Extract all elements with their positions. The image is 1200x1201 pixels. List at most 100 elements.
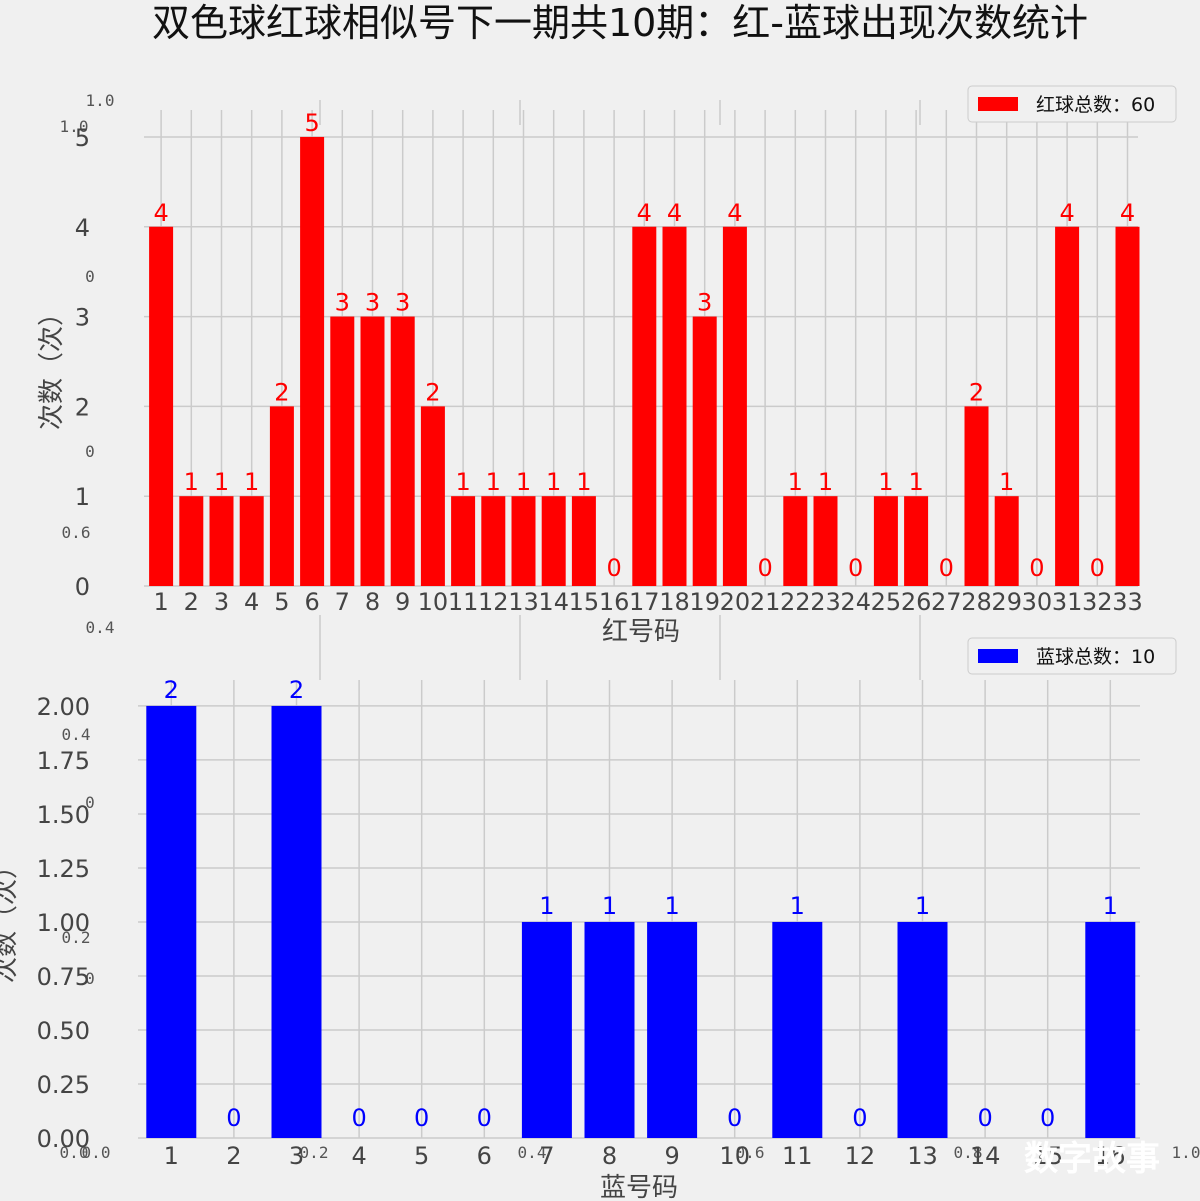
bar-value-label: 0 — [351, 1104, 366, 1132]
y-tick-label: 1 — [75, 483, 90, 511]
bg-top-tick: 1.0 — [86, 91, 115, 110]
bar — [269, 406, 294, 586]
bg-left-tick: 0.2 — [62, 928, 91, 947]
y-tick-label: 1.25 — [37, 855, 90, 883]
chart-title: 双色球红球相似号下一期共10期：红-蓝球出现次数统计 — [152, 1, 1088, 45]
bar-value-label: 2 — [164, 676, 179, 704]
bar — [964, 406, 989, 586]
x-tick-label: 24 — [840, 588, 871, 616]
x-tick-label: 28 — [961, 588, 992, 616]
y-tick-label: 0 — [75, 573, 90, 601]
x-tick-label: 25 — [871, 588, 902, 616]
bar — [692, 316, 717, 586]
x-tick-label: 15 — [1032, 1142, 1063, 1170]
bar-value-label: 1 — [214, 468, 229, 496]
bar-value-label: 1 — [788, 468, 803, 496]
bar — [541, 496, 566, 586]
x-tick-label: 6 — [477, 1142, 492, 1170]
bg-bottom-tick: 1.0 — [1172, 1143, 1200, 1162]
bar-value-label: 0 — [477, 1104, 492, 1132]
y-tick-label: 2 — [75, 393, 90, 421]
bar — [300, 136, 325, 586]
x-tick-label: 14 — [970, 1142, 1001, 1170]
bar-value-label: 1 — [908, 468, 923, 496]
red-ball-plot: 0123454112131425563738392101111121131141… — [37, 85, 1177, 647]
bar — [662, 226, 687, 587]
bar — [722, 226, 747, 587]
x-tick-label: 8 — [602, 1142, 617, 1170]
bar-value-label: 1 — [539, 892, 554, 920]
bar-value-label: 4 — [1059, 199, 1074, 227]
bar-value-label: 1 — [664, 892, 679, 920]
bar-value-label: 1 — [878, 468, 893, 496]
bar — [521, 921, 572, 1138]
background-axes: 1.0 1.0 0 0 0.6 0.4 0.4 0 0.2 0 0.0 0.0 … — [60, 91, 1200, 1162]
bar — [584, 921, 635, 1138]
x-tick-label: 32 — [1082, 588, 1113, 616]
bar-value-label: 1 — [184, 468, 199, 496]
x-tick-label: 21 — [750, 588, 781, 616]
x-tick-label: 9 — [664, 1142, 679, 1170]
bar — [783, 496, 808, 586]
x-tick-label: 3 — [289, 1142, 304, 1170]
y-tick-label: 5 — [75, 124, 90, 152]
x-axis-label: 红号码 — [602, 617, 680, 647]
bar-value-label: 2 — [425, 378, 440, 406]
bar-value-label: 1 — [244, 468, 259, 496]
bar — [511, 496, 536, 586]
bar — [994, 496, 1019, 586]
x-tick-label: 23 — [810, 588, 841, 616]
bar — [813, 496, 838, 586]
legend-swatch — [978, 649, 1018, 663]
x-tick-label: 12 — [845, 1142, 876, 1170]
x-tick-label: 27 — [931, 588, 962, 616]
bar-value-label: 1 — [818, 468, 833, 496]
bar-value-label: 0 — [606, 554, 621, 582]
bar — [647, 921, 698, 1138]
y-axis-label: 次数（次） — [0, 853, 21, 983]
x-tick-label: 20 — [720, 588, 751, 616]
bar-value-label: 3 — [365, 289, 380, 317]
bar — [1055, 226, 1080, 587]
bar — [420, 406, 445, 586]
bar-value-label: 2 — [969, 378, 984, 406]
y-tick-label: 4 — [75, 214, 90, 242]
x-tick-label: 7 — [335, 588, 350, 616]
x-tick-label: 10 — [418, 588, 449, 616]
bar-value-label: 1 — [576, 468, 591, 496]
bar — [360, 316, 385, 586]
bar — [873, 496, 898, 586]
bar-value-label: 4 — [153, 199, 168, 227]
bar-value-label: 2 — [289, 676, 304, 704]
bar — [239, 496, 264, 586]
x-tick-label: 14 — [538, 588, 569, 616]
bg-left-tick: 0.6 — [62, 523, 91, 542]
bar-value-label: 0 — [852, 1104, 867, 1132]
bar — [179, 496, 204, 586]
x-tick-label: 4 — [244, 588, 259, 616]
x-tick-label: 2 — [184, 588, 199, 616]
legend-label: 蓝球总数：10 — [1036, 646, 1155, 668]
bar — [481, 496, 506, 586]
legend-box — [967, 85, 1177, 123]
bar-value-label: 5 — [304, 109, 319, 137]
bar — [390, 316, 415, 586]
watermark: 数字故事 — [1024, 1139, 1160, 1179]
bar — [571, 496, 596, 586]
x-tick-label: 33 — [1112, 588, 1143, 616]
bg-bottom-tick: 0.0 — [60, 1143, 89, 1162]
bg-bottom-tick: 0.4 — [518, 1143, 547, 1162]
x-tick-label: 5 — [274, 588, 289, 616]
blue-ball-plot: 0.000.250.500.751.001.251.501.752.002102… — [0, 637, 1177, 1201]
x-tick-label: 5 — [414, 1142, 429, 1170]
y-tick-label: 1.00 — [37, 909, 90, 937]
x-axis-label: 蓝号码 — [600, 1173, 678, 1201]
bg-top-tick: 1.0 — [60, 117, 89, 136]
x-tick-label: 22 — [780, 588, 811, 616]
bg-left-tick: 0.4 — [62, 725, 91, 744]
x-tick-label: 1 — [153, 588, 168, 616]
x-tick-label: 2 — [226, 1142, 241, 1170]
x-tick-label: 9 — [395, 588, 410, 616]
x-tick-label: 26 — [901, 588, 932, 616]
